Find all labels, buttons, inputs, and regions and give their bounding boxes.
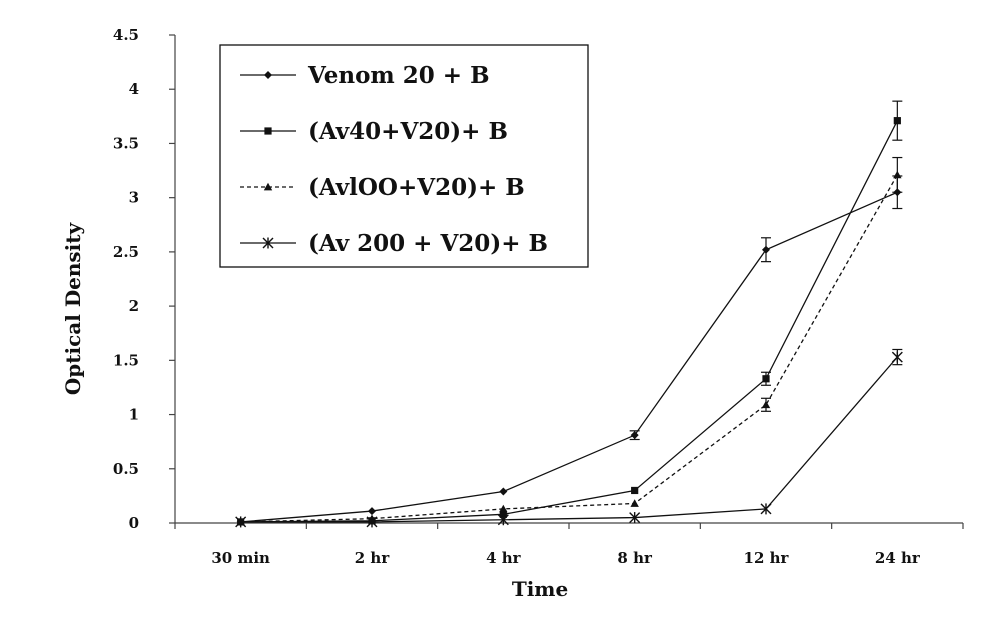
data-point	[368, 507, 376, 516]
data-point	[497, 514, 509, 526]
legend: Venom 20 + B (Av40+V20)+ B (AvlOO+V20)+ B (…	[219, 44, 589, 268]
data-point	[893, 117, 901, 125]
legend-swatch-marker	[262, 237, 274, 249]
y-tick-label: 1	[129, 406, 139, 424]
data-point	[499, 487, 508, 496]
series-line	[240, 174, 898, 523]
legend-entry-1: Venom 20 + B	[240, 62, 490, 89]
data-point	[893, 170, 902, 179]
legend-swatch-marker	[264, 71, 272, 79]
data-point	[235, 516, 247, 528]
legend-entry-2: (Av40+V20)+ B	[240, 118, 508, 145]
y-tick-label: 3	[129, 189, 139, 207]
x-axis-title: Time	[512, 577, 568, 601]
legend-label: Venom 20 + B	[307, 62, 490, 89]
data-point	[366, 516, 378, 528]
legend-label: (Av40+V20)+ B	[308, 118, 508, 145]
data-point	[891, 351, 903, 363]
legend-swatch-marker	[263, 182, 273, 191]
y-tick-label: 2.5	[113, 243, 139, 261]
series-layer	[235, 100, 903, 528]
x-tick-label: 4 hr	[486, 549, 522, 567]
data-point	[761, 400, 771, 409]
legend-label: (AvlOO+V20)+ B	[308, 174, 525, 201]
series-line	[240, 191, 898, 523]
data-point	[629, 512, 641, 524]
series-4	[235, 348, 903, 528]
x-tick-label: 30 min	[211, 549, 270, 567]
legend-entry-4: (Av 200 + V20)+ B	[240, 230, 548, 257]
legend-swatch-marker	[264, 127, 272, 135]
y-tick-label: 0	[129, 514, 139, 532]
y-axis-title: Optical Density	[61, 221, 85, 395]
x-tick-label: 2 hr	[355, 549, 391, 567]
x-tick-label: 8 hr	[617, 549, 653, 567]
axes: 0 0.5 1 1.5 2 2.5 3 3.5 4 4.5 30 min 2 hr 4 hr 8 hr 12…	[113, 26, 964, 567]
y-tick-label: 4	[129, 80, 139, 98]
data-point	[631, 486, 639, 495]
x-tick-label: 24 hr	[875, 549, 921, 567]
y-tick-label: 0.5	[113, 460, 139, 478]
y-tick-label: 4.5	[113, 26, 139, 44]
y-tick-label: 1.5	[113, 351, 139, 369]
y-tick-label: 2	[129, 297, 139, 315]
data-point	[760, 503, 772, 515]
legend-box	[219, 44, 589, 268]
data-point	[762, 375, 770, 383]
data-point	[762, 245, 770, 254]
legend-entry-3: (AvlOO+V20)+ B	[240, 174, 525, 201]
series-line	[240, 120, 898, 523]
data-point	[630, 499, 639, 507]
x-tick-label: 12 hr	[744, 549, 790, 567]
series-line	[240, 356, 898, 523]
y-tick-label: 3.5	[113, 134, 139, 152]
data-point	[630, 431, 639, 440]
legend-label: (Av 200 + V20)+ B	[308, 230, 548, 257]
data-point	[499, 504, 508, 513]
